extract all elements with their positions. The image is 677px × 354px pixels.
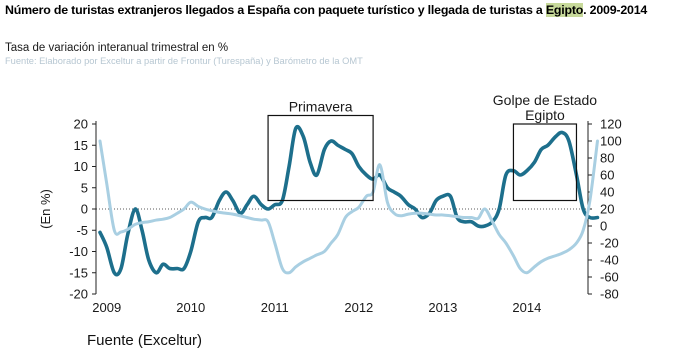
x-tick-label: 2013 [428, 300, 457, 315]
y-tick-label: -5 [76, 223, 88, 238]
chart-title-part2: . 2009-2014 [583, 3, 648, 17]
y2-tick-label: 60 [600, 168, 614, 183]
annotation-box-2 [512, 123, 578, 202]
annotation-box-1 [267, 114, 374, 202]
series-line-egipto_llegadas [98, 139, 599, 275]
x-tick-label: 2010 [176, 300, 205, 315]
x-tick-label: 2012 [344, 300, 373, 315]
y-tick-label: -10 [69, 244, 88, 259]
annotation-label-2: Egipto [525, 107, 565, 123]
footer-source: Fuente (Exceltur) [87, 332, 203, 349]
x-tick-label: 2009 [92, 300, 121, 315]
y2-tick-label: 0 [600, 219, 607, 234]
y-tick-label: -20 [69, 287, 88, 302]
y2-tick-label: -40 [600, 253, 619, 268]
line-chart: 20 15 10 5 0 -5 -10 -15 -20 120 100 80 60 40 20 0 -20 -40… [38, 92, 622, 315]
y-tick-label: 15 [74, 138, 88, 153]
y-tick-label: 5 [81, 180, 88, 195]
x-tick-label: 2011 [261, 300, 289, 315]
chart-title: Número de turistas extranjeros llegados … [5, 3, 675, 18]
y2-tick-label: 80 [600, 151, 614, 166]
y2-tick-label: 100 [600, 134, 622, 149]
y-axis-label: (En %) [38, 189, 53, 229]
y-tick-label: 0 [81, 202, 88, 217]
y2-tick-label: 40 [600, 185, 614, 200]
y2-tick-label: -60 [600, 270, 619, 285]
y-tick-label: 10 [74, 159, 88, 174]
y2-tick-label: 120 [600, 117, 622, 132]
chart-subtitle: Tasa de variación interanual trimestral … [5, 42, 229, 54]
annotation-label-1: Primavera [289, 99, 353, 115]
y-tick-label: 20 [74, 117, 88, 132]
annotation-label-2: Golpe de Estado [493, 92, 598, 108]
y-tick-label: -15 [69, 265, 88, 280]
chart-title-part1: Número de turistas extranjeros llegados … [5, 3, 546, 17]
x-tick-label: 2014 [512, 300, 541, 315]
y2-tick-label: -80 [600, 287, 619, 302]
chart-source: Fuente: Elaborado por Exceltur a partir … [5, 56, 363, 66]
chart-title-highlight: Egipto [545, 3, 584, 17]
y2-tick-label: -20 [600, 236, 619, 251]
y2-tick-label: 20 [600, 202, 614, 217]
